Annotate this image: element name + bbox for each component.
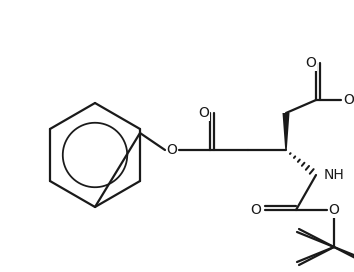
Text: O: O (329, 203, 339, 217)
Text: O: O (199, 106, 210, 120)
Text: OH: OH (343, 93, 354, 107)
Text: O: O (306, 56, 316, 70)
Text: O: O (251, 203, 262, 217)
Text: O: O (167, 143, 177, 157)
Polygon shape (282, 113, 290, 150)
Text: NH: NH (324, 168, 345, 182)
